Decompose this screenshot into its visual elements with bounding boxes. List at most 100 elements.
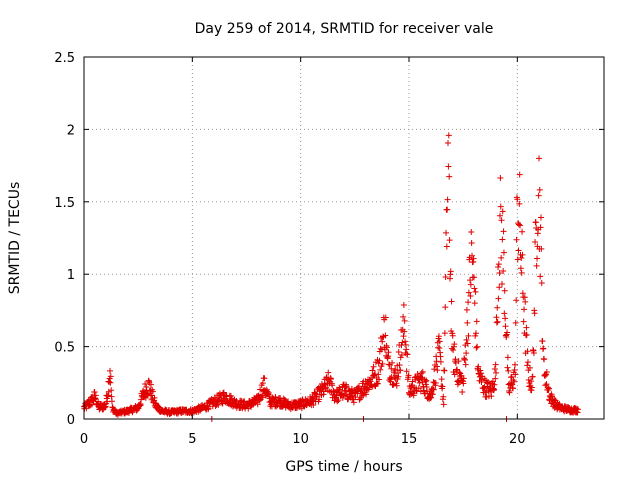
data-point — [396, 362, 403, 369]
data-point — [439, 383, 446, 390]
data-point — [500, 267, 507, 274]
data-point — [488, 393, 495, 400]
data-point — [545, 385, 552, 392]
data-point — [463, 306, 470, 313]
data-point — [215, 401, 222, 408]
data-point — [138, 396, 145, 403]
data-point — [259, 380, 266, 387]
data-point — [537, 224, 544, 231]
data-point — [149, 388, 156, 395]
data-point — [403, 346, 410, 353]
data-point — [401, 317, 408, 324]
data-point — [142, 381, 149, 388]
data-point — [417, 388, 424, 395]
data-point — [377, 345, 384, 352]
data-point — [142, 394, 149, 401]
data-point — [370, 363, 377, 370]
data-point — [205, 405, 212, 412]
data-point — [352, 394, 359, 401]
data-point — [504, 354, 511, 361]
data-point — [432, 379, 439, 386]
data-point — [444, 206, 451, 213]
data-point — [379, 338, 386, 345]
data-point — [505, 367, 512, 374]
data-point — [437, 358, 444, 365]
data-point — [400, 333, 407, 340]
data-point — [500, 249, 507, 256]
x-tick-label: 20 — [509, 432, 526, 447]
data-point — [460, 380, 467, 387]
data-point — [534, 255, 541, 262]
data-point — [376, 357, 383, 364]
data-point — [435, 333, 442, 340]
data-point — [497, 174, 504, 181]
data-point — [382, 314, 389, 321]
data-point — [472, 288, 479, 295]
data-point — [523, 331, 530, 338]
data-point — [521, 306, 528, 313]
y-axis-label: SRMTID / TECUs — [7, 182, 23, 295]
y-tick-label: 2 — [67, 123, 75, 138]
data-point — [445, 140, 451, 147]
data-point — [541, 356, 548, 363]
data-point — [393, 382, 400, 389]
data-point — [374, 380, 381, 387]
data-point — [376, 376, 383, 383]
chart-title: Day 259 of 2014, SRMTID for receiver val… — [195, 21, 494, 37]
data-point — [272, 394, 279, 401]
data-point — [151, 394, 158, 401]
data-point — [516, 171, 523, 178]
data-point — [516, 200, 523, 207]
data-point — [494, 304, 501, 311]
data-point — [528, 384, 535, 391]
data-point — [433, 358, 440, 365]
data-point — [475, 363, 482, 370]
data-point — [491, 366, 498, 373]
data-point — [446, 173, 453, 180]
data-point — [497, 203, 504, 210]
data-point — [520, 318, 527, 325]
data-point — [328, 376, 334, 383]
data-point — [513, 236, 520, 243]
data-point — [440, 401, 447, 408]
data-point — [335, 397, 342, 404]
data-point — [379, 360, 386, 367]
data-point — [471, 300, 478, 307]
grid-lines — [84, 57, 604, 419]
data-point — [549, 393, 555, 400]
data-point — [95, 398, 102, 405]
data-point — [108, 398, 115, 405]
data-point — [137, 402, 144, 409]
data-point — [461, 357, 468, 364]
data-point — [445, 163, 452, 170]
data-point — [385, 361, 392, 368]
data-point — [481, 384, 488, 391]
data-point — [397, 367, 404, 374]
data-point — [493, 319, 500, 326]
data-point — [496, 269, 503, 276]
data-point — [511, 378, 518, 385]
data-point — [445, 132, 452, 139]
data-point — [492, 375, 499, 382]
data-point — [537, 273, 544, 280]
data-point — [385, 349, 392, 356]
data-point — [467, 277, 474, 284]
data-point — [430, 386, 437, 393]
data-point — [472, 330, 479, 337]
data-point — [405, 372, 412, 379]
y-tick-label: 2.5 — [54, 51, 75, 66]
data-point — [419, 368, 426, 375]
data-point — [508, 373, 515, 380]
data-point — [493, 314, 500, 321]
data-point — [107, 367, 113, 374]
data-point — [446, 237, 453, 244]
data-point — [398, 351, 405, 358]
data-point — [496, 284, 503, 291]
data-point — [392, 366, 399, 373]
data-point — [455, 358, 462, 365]
data-point — [517, 265, 524, 272]
data-point — [538, 279, 545, 286]
data-point — [382, 332, 389, 339]
data-point — [510, 385, 516, 392]
